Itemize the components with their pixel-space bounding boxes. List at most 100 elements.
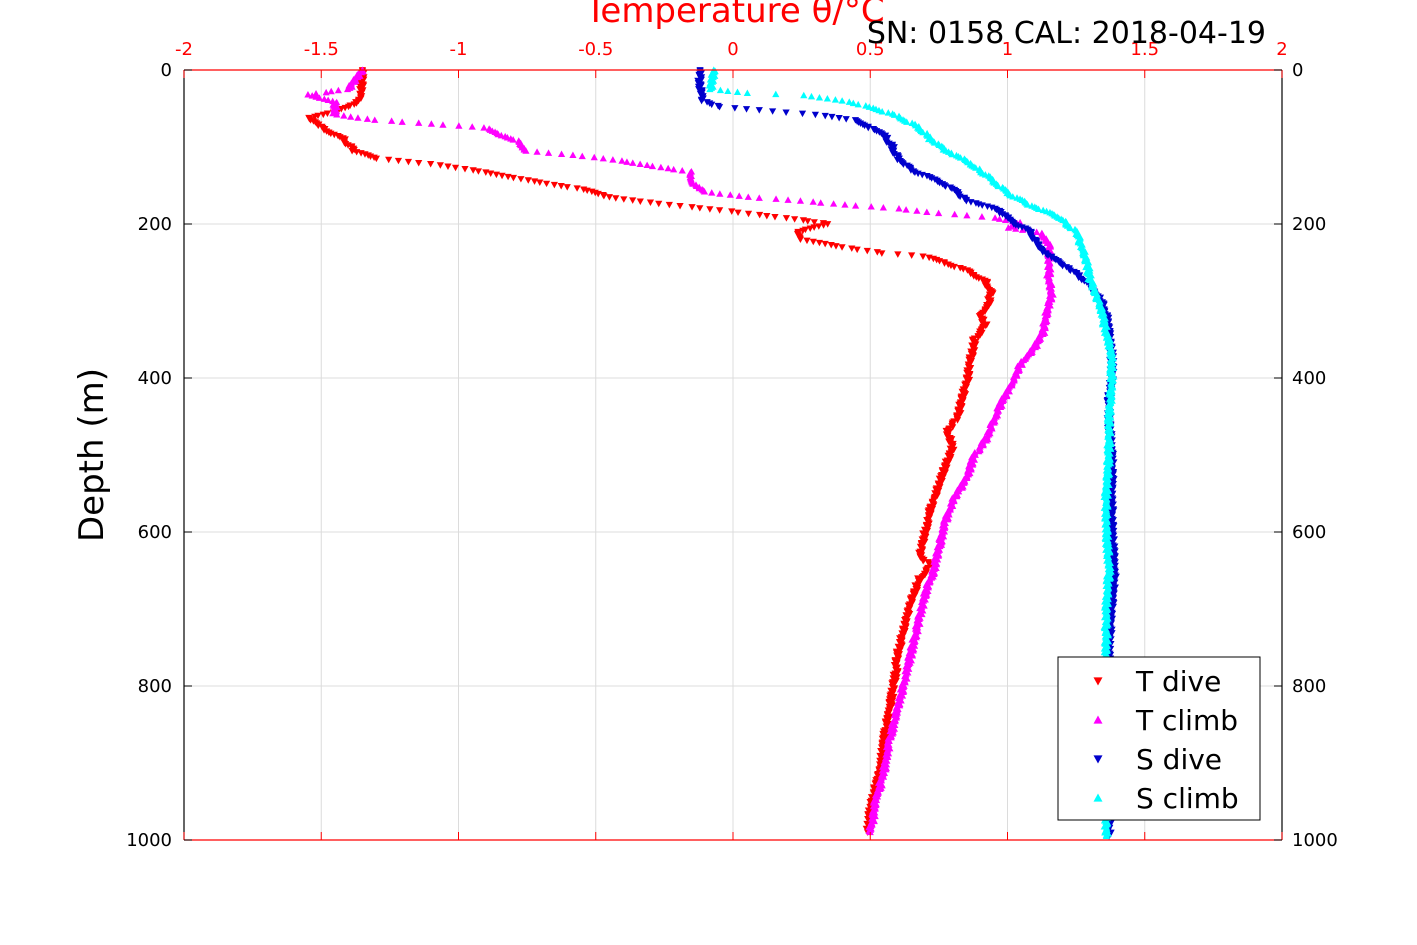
data-point-s-dive [798,110,807,118]
data-point-t-dive [600,193,608,200]
data-point-t-climb [678,166,686,174]
data-point-t-dive [716,207,724,214]
data-point-t-dive [436,162,444,169]
data-point-t-dive [444,163,452,171]
data-point-t-dive [469,167,477,174]
data-point-t-dive [950,263,958,271]
data-point-t-climb [468,123,476,130]
data-point-t-climb [852,202,860,209]
data-point-t-dive [853,246,861,254]
data-point-t-climb [670,165,678,173]
data-point-t-climb [427,120,435,127]
y-tick-label-left: 600 [138,522,172,543]
data-point-t-climb [333,111,341,118]
data-point-t-dive [427,161,435,168]
data-point-t-dive [385,156,393,164]
data-point-t-dive [498,172,506,180]
data-point-t-dive [791,216,799,223]
data-point-t-dive [756,211,764,219]
data-point-t-climb [978,213,986,220]
data-point-t-climb [744,193,752,200]
data-point-t-climb [1004,224,1012,231]
data-point-t-dive [848,245,856,252]
data-point-t-dive [804,218,812,225]
data-point-s-climb [706,85,714,93]
data-point-t-dive [524,177,532,184]
data-point-t-climb [1001,216,1010,224]
data-point-t-dive [504,173,512,181]
data-point-t-climb [716,190,724,197]
x-tick-label: -0.5 [578,39,613,60]
data-point-t-dive [863,247,871,255]
data-point-t-climb [866,828,874,836]
data-point-t-climb [578,152,586,160]
data-point-t-dive [706,206,714,213]
data-point-t-dive [821,240,829,248]
data-point-t-climb [817,199,825,206]
data-point-t-climb [809,198,817,205]
chart-title: SN: 0158 CAL: 2018-04-19 [867,16,1266,51]
data-point-t-climb [910,642,919,649]
x-tick-label: -2 [175,39,193,60]
data-point-t-climb [755,194,763,201]
data-point-s-dive [698,97,706,105]
legend-label-s-climb: S climb [1136,782,1239,815]
data-point-t-dive [563,184,571,191]
y-tick-label-left: 200 [138,214,172,235]
data-point-t-dive [838,244,846,251]
y-tick-label-left: 1000 [126,830,172,851]
data-point-t-climb [618,157,626,164]
y-tick-label-left: 400 [138,368,172,389]
data-point-s-dive [978,202,986,209]
data-point-s-climb [1023,201,1032,208]
data-point-s-climb [845,98,853,105]
data-point-t-dive [832,243,840,250]
data-point-t-climb [354,114,362,121]
data-point-t-dive [573,185,581,192]
legend-marker-s-dive [1093,755,1103,764]
data-point-t-climb [700,188,709,195]
data-point-s-climb [733,88,742,96]
data-point-t-climb [599,154,607,162]
data-point-t-climb [784,196,792,203]
data-point-t-climb [322,88,330,96]
data-point-t-climb [664,164,672,172]
data-point-t-climb [975,447,983,455]
y-tick-label-left: 800 [138,676,172,697]
y-tick-label-right: 0 [1292,60,1303,81]
data-point-t-climb [1012,225,1020,232]
data-point-t-dive [919,253,927,260]
data-point-t-dive [394,157,403,165]
data-point-s-climb [815,93,824,101]
data-point-t-climb [991,214,999,221]
data-point-t-dive [763,212,771,220]
data-point-s-climb [890,111,898,118]
x-tick-label: 2 [1276,39,1287,60]
data-point-t-climb [340,112,348,119]
data-point-t-climb [533,148,541,155]
data-point-s-dive [842,116,850,123]
data-point-t-climb [324,96,332,104]
data-point-t-climb [867,203,875,210]
data-point-t-dive [530,178,539,185]
data-point-s-dive [864,124,872,132]
data-point-t-climb [304,91,312,98]
series-t-climb [304,66,1057,836]
data-point-t-climb [902,206,910,213]
data-point-t-climb [923,208,931,215]
y-tick-label-right: 600 [1292,522,1326,543]
y-tick-label-right: 400 [1292,368,1326,389]
data-point-t-dive [636,198,644,205]
data-point-t-dive [688,204,696,211]
data-point-s-climb [1104,487,1113,494]
data-point-s-dive [708,101,716,109]
legend-label-t-dive: T dive [1135,665,1221,698]
data-point-t-dive [696,205,704,212]
data-point-t-climb [312,89,320,97]
data-point-t-dive [517,176,525,183]
data-point-s-climb [838,97,846,104]
data-point-s-climb [849,99,857,107]
data-point-t-climb [455,122,463,129]
data-point-s-climb [831,96,840,103]
x-tick-label: 1.5 [1130,39,1159,60]
